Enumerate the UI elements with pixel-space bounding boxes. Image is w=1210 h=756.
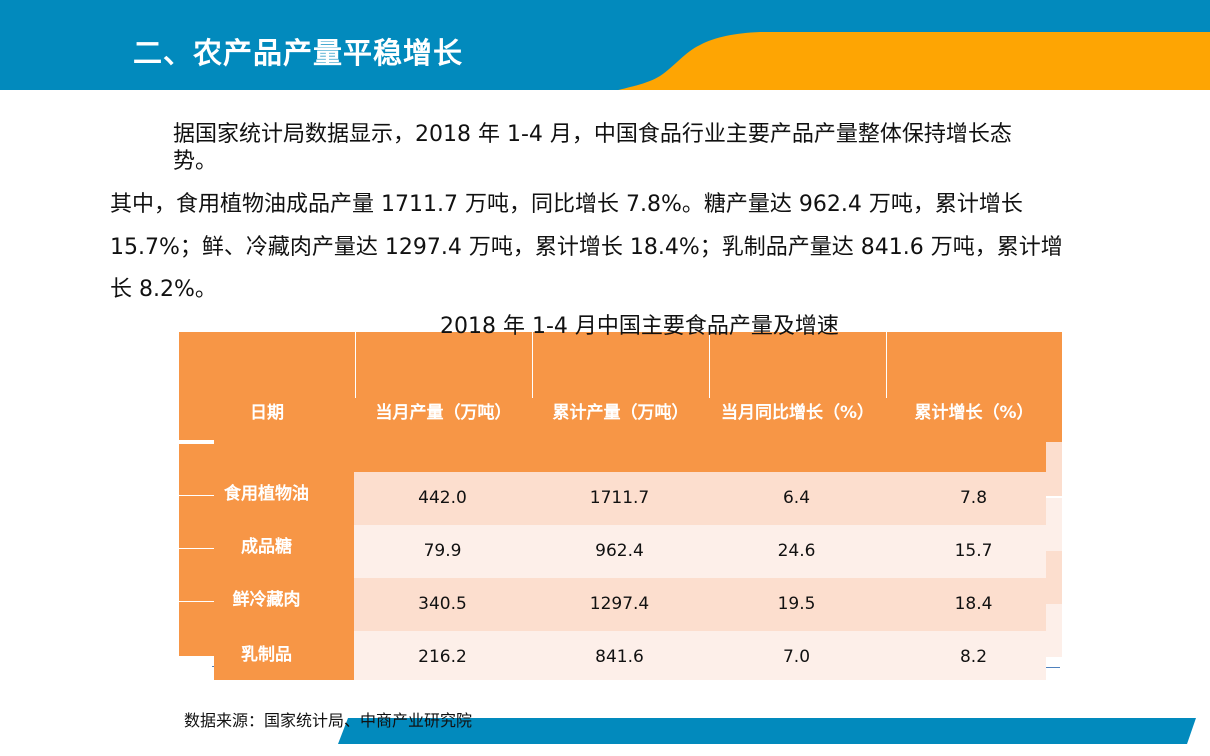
table-header [179, 332, 1062, 442]
row-marker-line [179, 495, 214, 496]
table-underline [212, 666, 214, 667]
data-source-note: 数据来源：国家统计局、中商产业研究院 [184, 711, 473, 730]
food-production-table: 日期 当月产量（万吨） 累计产量（万吨） 当月同比增长（%） 累计增长（%） 4… [179, 332, 1062, 680]
column-separator [532, 332, 533, 398]
row-label: 成品糖 [241, 537, 292, 557]
table-row: 442.0 1711.7 6.4 7.8 [354, 472, 1046, 525]
cell-cumulative-growth: 15.7 [954, 541, 993, 561]
detail-paragraph-line: 15.7%；鲜、冷藏肉产量达 1297.4 万吨，累计增长 18.4%；乳制品产… [110, 235, 1063, 260]
row-marker-line [179, 601, 214, 602]
column-separator [709, 332, 710, 398]
column-header-monthly-output: 当月产量（万吨） [375, 403, 512, 423]
table-edge-strip [1046, 442, 1062, 496]
column-header-cumulative-output: 累计产量（万吨） [552, 403, 689, 423]
cell-cumulative-output: 841.6 [595, 647, 644, 667]
intro-paragraph-line: 据国家统计局数据显示，2018 年 1-4 月，中国食品行业主要产品产量整体保持… [173, 122, 1012, 147]
column-separator [355, 332, 356, 398]
table-edge-strip [1046, 551, 1062, 604]
row-label: 食用植物油 [224, 484, 309, 504]
cell-monthly-yoy: 6.4 [782, 488, 811, 508]
cell-cumulative-growth: 18.4 [954, 594, 993, 614]
row-marker-line [179, 548, 214, 549]
header-banner: 二、农产品产量平稳增长 [0, 0, 1210, 92]
column-header-cumulative-growth: 累计增长（%） [914, 403, 1034, 423]
detail-paragraph-line: 长 8.2%。 [110, 277, 217, 302]
table-edge-strip [1046, 498, 1062, 551]
table-edge-strip [1046, 604, 1062, 657]
footer-banner [0, 716, 1210, 744]
cell-monthly-yoy: 7.0 [782, 647, 811, 667]
cell-monthly-yoy: 24.6 [777, 541, 816, 561]
header-wave-graphic [0, 0, 1210, 92]
cell-monthly-output: 340.5 [418, 594, 467, 614]
cell-monthly-output: 79.9 [423, 541, 462, 561]
table-row: 340.5 1297.4 19.5 18.4 [354, 578, 1046, 631]
column-separator [886, 332, 887, 398]
row-label-column-tail [214, 652, 354, 680]
table-title: 2018 年 1-4 月中国主要食品产量及增速 [440, 314, 839, 339]
detail-paragraph-line: 其中，食用植物油成品产量 1711.7 万吨，同比增长 7.8%。糖产量达 96… [110, 192, 1023, 217]
cell-cumulative-growth: 8.2 [959, 647, 988, 667]
row-label: 鲜冷藏肉 [232, 590, 301, 610]
cell-cumulative-output: 1297.4 [589, 594, 650, 614]
page-title: 二、农产品产量平稳增长 [133, 36, 464, 70]
column-header-date: 日期 [250, 403, 284, 423]
intro-paragraph-line: 势。 [173, 149, 218, 174]
footer-stripe-graphic [338, 718, 1196, 744]
cell-monthly-output: 216.2 [418, 647, 467, 667]
cell-cumulative-output: 962.4 [595, 541, 644, 561]
table-underline [1046, 667, 1060, 668]
cell-monthly-yoy: 19.5 [777, 594, 816, 614]
cell-cumulative-output: 1711.7 [589, 488, 650, 508]
table-row: 216.2 841.6 7.0 8.2 [354, 631, 1046, 680]
cell-cumulative-growth: 7.8 [959, 488, 988, 508]
cell-monthly-output: 442.0 [418, 488, 467, 508]
header-divider-mark [179, 440, 214, 444]
row-label-column [179, 496, 354, 656]
column-header-monthly-yoy: 当月同比增长（%） [720, 403, 875, 423]
table-row: 79.9 962.4 24.6 15.7 [354, 525, 1046, 578]
row-label: 乳制品 [241, 645, 292, 665]
